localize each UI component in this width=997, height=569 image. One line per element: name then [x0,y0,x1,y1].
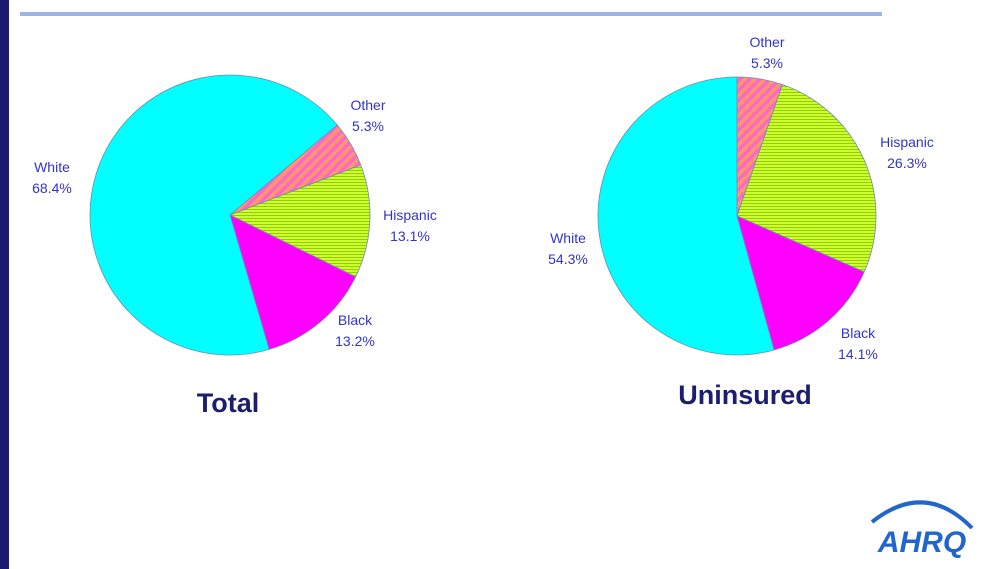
slice-value: 13.1% [390,228,430,244]
slice-value: 26.3% [887,155,927,171]
slice-name: Other [749,34,784,50]
slice-name: Black [841,325,876,341]
slice-value: 68.4% [32,180,72,196]
slice-value: 14.1% [838,346,878,362]
slice-name: White [550,230,586,246]
logo-arc [870,500,974,530]
slice-value: 13.2% [335,333,375,349]
pie-slice [229,164,371,278]
slice-value: 5.3% [352,118,384,134]
pie-slice [736,215,865,351]
slice-name: Other [350,97,385,113]
slice-value: 5.3% [751,55,783,71]
slice-name: White [34,159,70,175]
chart-title: Total [197,388,260,418]
slice-name: Hispanic [383,207,437,223]
slice-value: 54.3% [548,251,588,267]
left-bar [0,0,9,569]
logo: AHRQ [877,526,966,559]
slice-name: Black [338,312,373,328]
slice-name: Hispanic [880,134,934,150]
chart-title: Uninsured [678,380,812,410]
pie-slice [597,76,775,356]
pie-slice [736,84,877,273]
pie-slice [89,74,338,356]
pie-slice [229,214,357,350]
